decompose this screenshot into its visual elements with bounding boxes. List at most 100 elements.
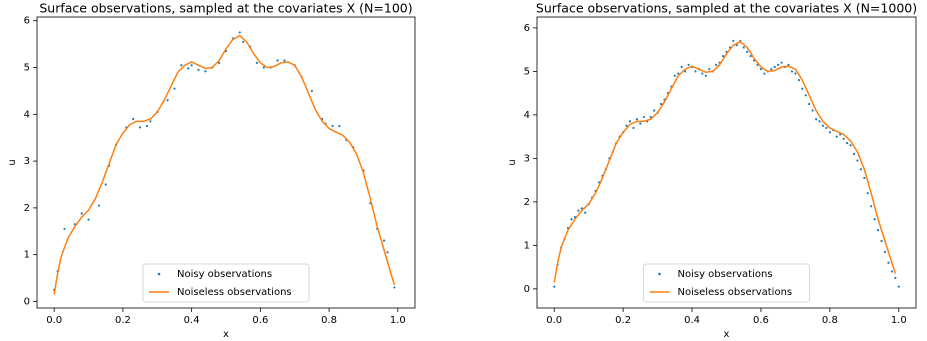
data-point <box>580 207 583 210</box>
data-line <box>53 34 396 295</box>
x-tick-label: 0.8 <box>321 315 337 326</box>
data-point <box>639 122 642 125</box>
data-point <box>382 239 386 242</box>
data-point <box>787 63 790 66</box>
data-point <box>310 89 314 93</box>
y-tick-label: 1 <box>524 240 530 251</box>
y-tick-label: 2 <box>524 197 530 208</box>
data-point <box>746 50 749 53</box>
data-point <box>804 94 807 97</box>
y-axis-label: u <box>7 159 18 165</box>
data-point <box>883 250 887 253</box>
data-point <box>97 204 100 207</box>
data-point <box>801 87 804 90</box>
data-point <box>887 261 890 264</box>
data-point <box>338 124 341 128</box>
data-point <box>386 251 389 254</box>
data-point <box>173 87 176 90</box>
data-point <box>687 63 690 66</box>
data-point <box>166 99 169 102</box>
data-point <box>721 55 725 58</box>
data-point <box>238 31 241 34</box>
data-point <box>825 126 828 130</box>
data-point <box>852 152 856 156</box>
data-point <box>828 131 831 134</box>
data-point <box>763 72 766 75</box>
y-tick-label: 4 <box>24 109 30 120</box>
data-point <box>870 205 873 208</box>
legend-box <box>142 263 310 303</box>
data-point <box>880 239 883 243</box>
data-point <box>393 286 396 289</box>
data-point <box>835 135 838 138</box>
data-point <box>649 115 652 119</box>
x-tick-label: 0.4 <box>184 315 200 326</box>
y-tick-label: 4 <box>524 110 530 121</box>
data-point <box>770 68 773 71</box>
x-tick-label: 0.2 <box>615 315 631 326</box>
x-tick-label: 0.8 <box>822 315 838 326</box>
data-point <box>742 46 745 49</box>
data-point <box>149 120 152 123</box>
x-tick-label: 0.0 <box>46 315 62 326</box>
data-point <box>190 64 193 67</box>
data-point <box>715 63 718 66</box>
data-point <box>331 124 334 128</box>
data-point <box>635 118 639 121</box>
y-tick-label: 3 <box>524 153 530 164</box>
data-point <box>63 227 66 231</box>
data-point <box>283 59 286 62</box>
data-point <box>797 78 800 82</box>
y-tick-label: 3 <box>24 156 30 167</box>
data-point <box>790 70 794 73</box>
data-point <box>677 72 680 75</box>
data-point <box>894 276 897 280</box>
data-point <box>218 61 221 64</box>
y-tick-label: 1 <box>24 250 30 261</box>
data-point <box>276 59 279 62</box>
data-point <box>242 40 245 43</box>
y-tick-label: 5 <box>524 66 530 77</box>
legend-label: Noisy observations <box>177 269 272 280</box>
y-axis-label: u <box>507 159 518 165</box>
data-point <box>577 209 580 212</box>
data-point <box>794 72 797 75</box>
data-point <box>845 142 849 145</box>
x-tick-label: 0.6 <box>252 315 268 326</box>
data-point <box>187 67 190 70</box>
data-point <box>773 65 776 69</box>
data-point <box>180 64 183 67</box>
data-point <box>570 218 573 221</box>
legend-label: Noiseless observations <box>177 287 292 298</box>
legend-label: Noiseless observations <box>678 287 793 298</box>
y-tick-label: 5 <box>24 63 30 74</box>
data-point <box>856 159 859 162</box>
data-point <box>632 126 635 130</box>
y-tick-label: 6 <box>24 16 30 27</box>
data-point <box>553 285 556 288</box>
data-point <box>732 39 735 43</box>
data-point <box>821 124 825 127</box>
data-point <box>859 168 862 171</box>
data-point <box>145 124 149 128</box>
data-point <box>708 68 711 71</box>
legend-swatch <box>157 272 161 276</box>
y-tick-label: 0 <box>24 296 30 307</box>
data-point <box>808 102 811 106</box>
data-point <box>849 144 852 147</box>
data-point <box>818 120 821 123</box>
data-point <box>814 118 818 121</box>
legend-label: Noisy observations <box>678 269 773 280</box>
data-point <box>653 109 656 112</box>
data-point <box>204 70 207 73</box>
x-tick-label: 1.0 <box>891 315 907 326</box>
axes-frame <box>536 16 917 309</box>
data-point <box>642 115 645 119</box>
y-tick-label: 6 <box>524 23 530 34</box>
x-tick-label: 0.0 <box>546 315 562 326</box>
data-point <box>625 124 628 127</box>
data-point <box>842 137 845 140</box>
data-point <box>584 211 587 214</box>
legend-swatch <box>658 272 661 276</box>
